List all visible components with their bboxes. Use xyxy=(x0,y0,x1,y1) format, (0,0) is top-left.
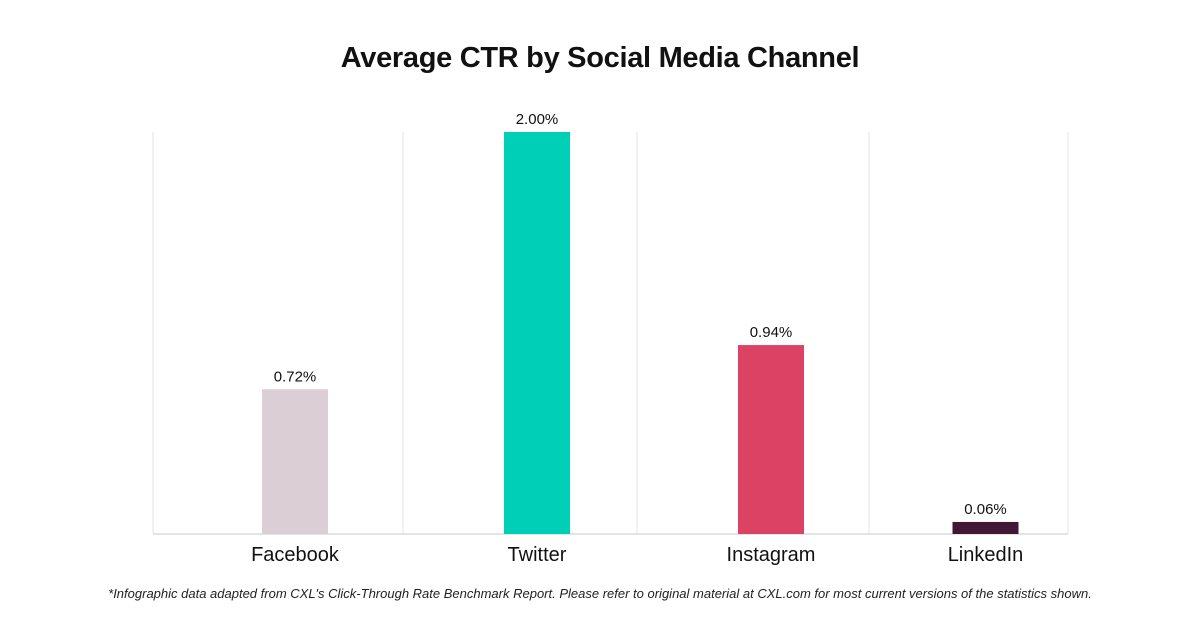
x-tick-label-facebook: Facebook xyxy=(251,544,340,566)
x-tick-label-twitter: Twitter xyxy=(508,544,567,566)
bar-facebook xyxy=(262,389,328,534)
data-label-facebook: 0.72% xyxy=(274,368,317,385)
data-label-instagram: 0.94% xyxy=(750,324,793,341)
bar-instagram xyxy=(738,345,804,534)
x-tick-label-instagram: Instagram xyxy=(727,544,816,566)
x-tick-label-linkedin: LinkedIn xyxy=(948,544,1024,566)
footnote: *Infographic data adapted from CXL's Cli… xyxy=(108,586,1092,601)
bar-twitter xyxy=(504,132,570,534)
chart-title: Average CTR by Social Media Channel xyxy=(340,42,860,74)
data-label-linkedin: 0.06% xyxy=(964,501,1007,518)
data-label-twitter: 2.00% xyxy=(516,111,559,128)
bar-linkedin xyxy=(952,521,1019,534)
